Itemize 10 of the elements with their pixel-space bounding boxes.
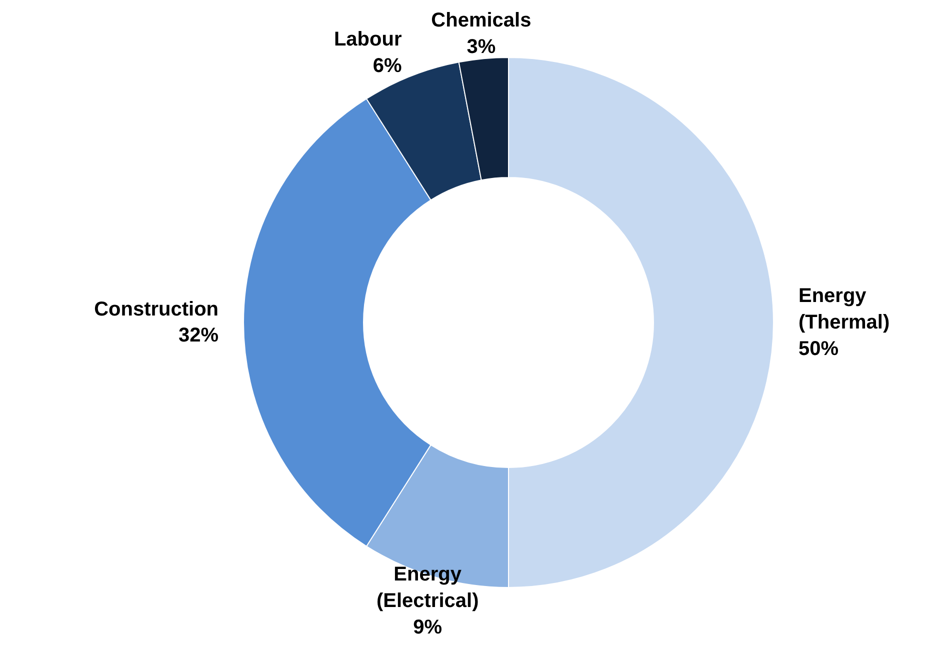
slice-label: Chemicals [431, 10, 532, 32]
slice-label: Construction [94, 298, 219, 320]
data-label: 6% [372, 55, 402, 78]
slice-label: Energy (Electrical) [376, 564, 479, 612]
data-label: 32% [178, 324, 219, 347]
slice-label: Energy (Thermal) [798, 285, 890, 334]
data-label: 9% [413, 616, 442, 638]
data-label: 50% [798, 338, 839, 360]
data-label: 3% [466, 36, 496, 58]
slice-label: Labour [334, 28, 402, 51]
